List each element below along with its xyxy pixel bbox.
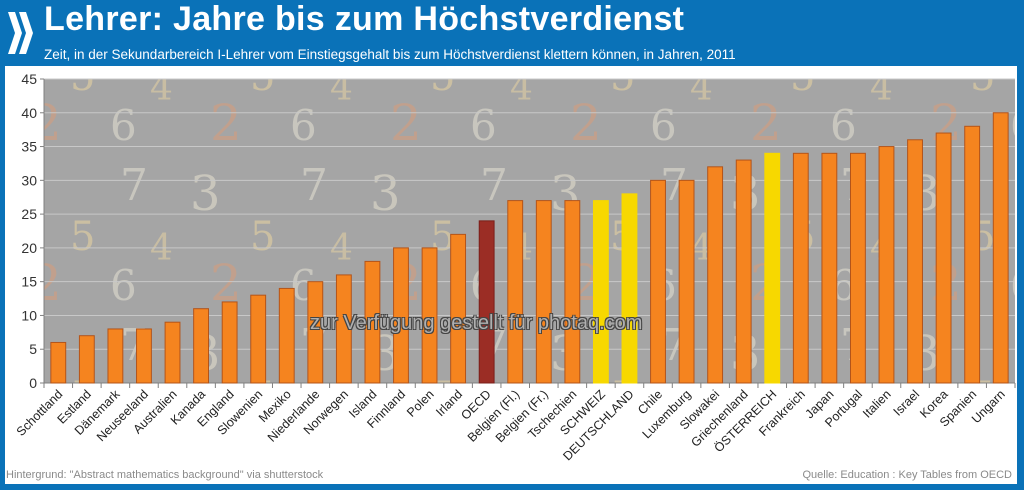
bar-italien <box>878 146 895 384</box>
bar-luxemburg <box>678 179 695 384</box>
bar-estland <box>78 335 95 384</box>
source-note: Quelle: Education : Key Tables from OECD <box>802 469 1012 481</box>
bar-spanien <box>964 125 981 384</box>
bar-norwegen <box>335 274 352 384</box>
watermark: zur Verfügung gestellt für photaq.com <box>310 312 643 334</box>
oecd-chevrons-icon <box>8 12 33 54</box>
bar-dänemark <box>107 328 124 384</box>
x-tick-label: Polen <box>404 387 437 420</box>
y-tick-label: 35 <box>21 139 37 155</box>
bar-island <box>364 260 381 384</box>
bar-slowakei <box>707 166 724 384</box>
bar-oecd <box>478 220 495 384</box>
bar-frankreich <box>792 152 809 384</box>
header: Lehrer: Jahre bis zum Höchstverdienst Ze… <box>0 0 1024 66</box>
bar-tschechien <box>564 200 581 384</box>
bar-kanada <box>193 308 209 384</box>
bar-mexiko <box>278 287 295 384</box>
bar-israel <box>907 139 923 384</box>
y-tick-label: 5 <box>29 341 37 357</box>
background-credit: Hintergrund: "Abstract mathematics backg… <box>6 469 324 481</box>
y-tick-label: 25 <box>21 206 37 222</box>
y-tick-label: 10 <box>21 307 37 323</box>
plot-background <box>44 79 1015 383</box>
x-tick-label: Israel <box>891 387 923 419</box>
bar-finnland <box>393 247 409 384</box>
bar-australien <box>164 321 181 384</box>
bar-neuseeland <box>136 328 152 384</box>
bar-irland <box>450 233 467 384</box>
y-tick-label: 40 <box>21 105 37 121</box>
bar-japan <box>821 152 838 384</box>
bar-polen <box>421 247 438 384</box>
bar-griechenland <box>735 159 752 384</box>
bar-niederlande <box>307 281 324 384</box>
bar-england <box>221 301 238 384</box>
y-tick-label: 45 <box>21 71 37 87</box>
x-tick-label: Italien <box>860 387 894 421</box>
y-tick-label: 20 <box>21 240 37 256</box>
bar-belgien-fr <box>535 200 552 384</box>
bar-portugal <box>850 152 866 384</box>
bar-schweiz <box>592 200 609 384</box>
bar-korea <box>935 132 952 384</box>
y-tick-label: 15 <box>21 274 37 290</box>
bar-belgien-fl <box>507 200 524 384</box>
bar-deutschland <box>621 193 638 384</box>
bar-slowenien <box>250 294 267 384</box>
bar-schottland <box>50 341 67 384</box>
chart-title: Lehrer: Jahre bis zum Höchstverdienst <box>44 0 685 38</box>
bar-österreich <box>764 152 781 384</box>
bar-chile <box>650 179 666 384</box>
y-tick-label: 0 <box>29 375 37 391</box>
chart-subtitle: Zeit, in der Sekundarbereich I-Lehrer vo… <box>44 47 736 62</box>
y-tick-label: 30 <box>21 172 37 188</box>
bar-ungarn <box>992 112 1009 384</box>
